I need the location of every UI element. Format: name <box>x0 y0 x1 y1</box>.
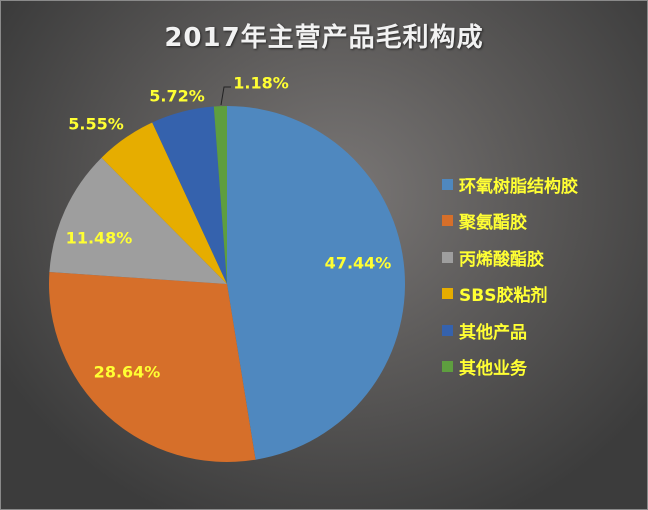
legend-swatch <box>442 324 453 336</box>
label-acrylic: 11.48% <box>65 228 133 248</box>
legend-label: 丙烯酸酯胶 <box>459 249 544 270</box>
leader-line <box>220 86 231 106</box>
pie-slice-other-business <box>213 106 227 284</box>
legend-swatch <box>442 178 453 190</box>
legend-item-sbs: SBS胶粘剂 <box>442 276 578 313</box>
pie-slice-pu <box>48 272 256 462</box>
pie-slice-acrylic <box>49 157 228 284</box>
legend-label: 环氧树脂结构胶 <box>459 176 578 197</box>
legend-item-pu: 聚氨酯胶 <box>442 203 578 240</box>
label-pu: 28.64% <box>93 362 161 382</box>
pie-slice-sbs <box>101 122 227 284</box>
legend-label: SBS胶粘剂 <box>459 286 548 307</box>
legend-item-acrylic: 丙烯酸酯胶 <box>442 239 578 276</box>
label-sbs: 5.55% <box>68 114 124 134</box>
legend-label: 其他产品 <box>459 322 527 343</box>
legend-item-other-business: 其他业务 <box>442 349 578 386</box>
legend-label: 其他业务 <box>459 359 527 380</box>
legend-swatch <box>442 288 453 300</box>
legend-item-epoxy: 环氧树脂结构胶 <box>442 166 578 203</box>
label-epoxy: 47.44% <box>324 253 392 273</box>
legend-swatch <box>442 361 453 373</box>
legend-item-other-products: 其他产品 <box>442 312 578 349</box>
chart-title: 2017年主营产品毛利构成 <box>164 23 484 53</box>
label-other-business: 1.18% <box>233 73 289 93</box>
pie-slice-other-products <box>152 106 227 284</box>
legend: 环氧树脂结构胶 聚氨酯胶 丙烯酸酯胶 SBS胶粘剂 其他产品 其他业务 <box>442 166 578 385</box>
pie-slice-epoxy <box>227 106 406 460</box>
legend-label: 聚氨酯胶 <box>459 213 527 234</box>
legend-swatch <box>442 215 453 227</box>
legend-swatch <box>442 251 453 263</box>
label-other-products: 5.72% <box>149 86 205 106</box>
